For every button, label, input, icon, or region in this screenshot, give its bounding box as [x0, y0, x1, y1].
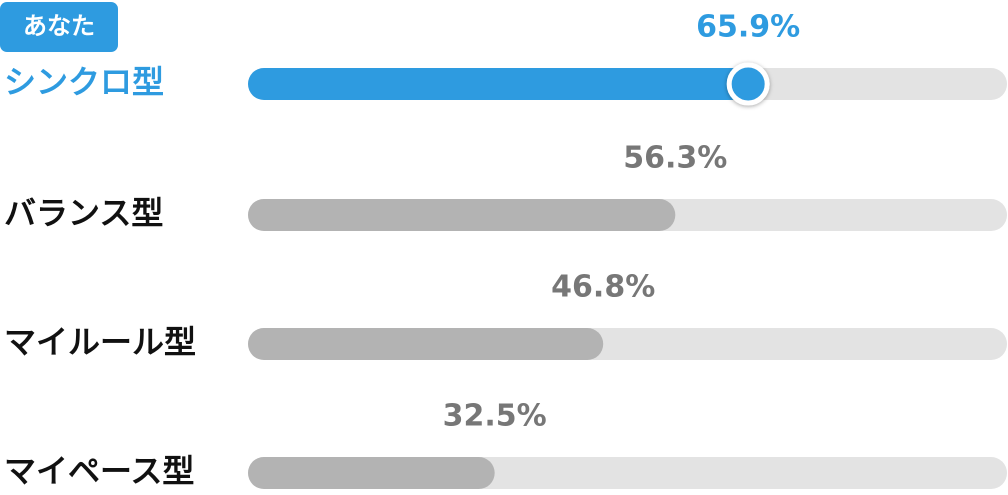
category-label: マイルール型: [4, 323, 196, 361]
bar: [248, 457, 495, 489]
category-label: マイペース型: [4, 452, 194, 490]
bar: [248, 199, 676, 231]
badge: あなた: [23, 12, 95, 40]
category-label: シンクロ型: [4, 63, 164, 101]
value-label: 56.3%: [623, 141, 727, 176]
badge-bg: [0, 2, 118, 52]
bar: [248, 328, 604, 360]
category-label: バランス型: [4, 194, 163, 232]
value-label: 32.5%: [443, 399, 547, 434]
value-label: 65.9%: [696, 10, 800, 45]
bar: [248, 68, 749, 100]
value-label: 46.8%: [551, 270, 655, 305]
marker: [726, 62, 770, 106]
